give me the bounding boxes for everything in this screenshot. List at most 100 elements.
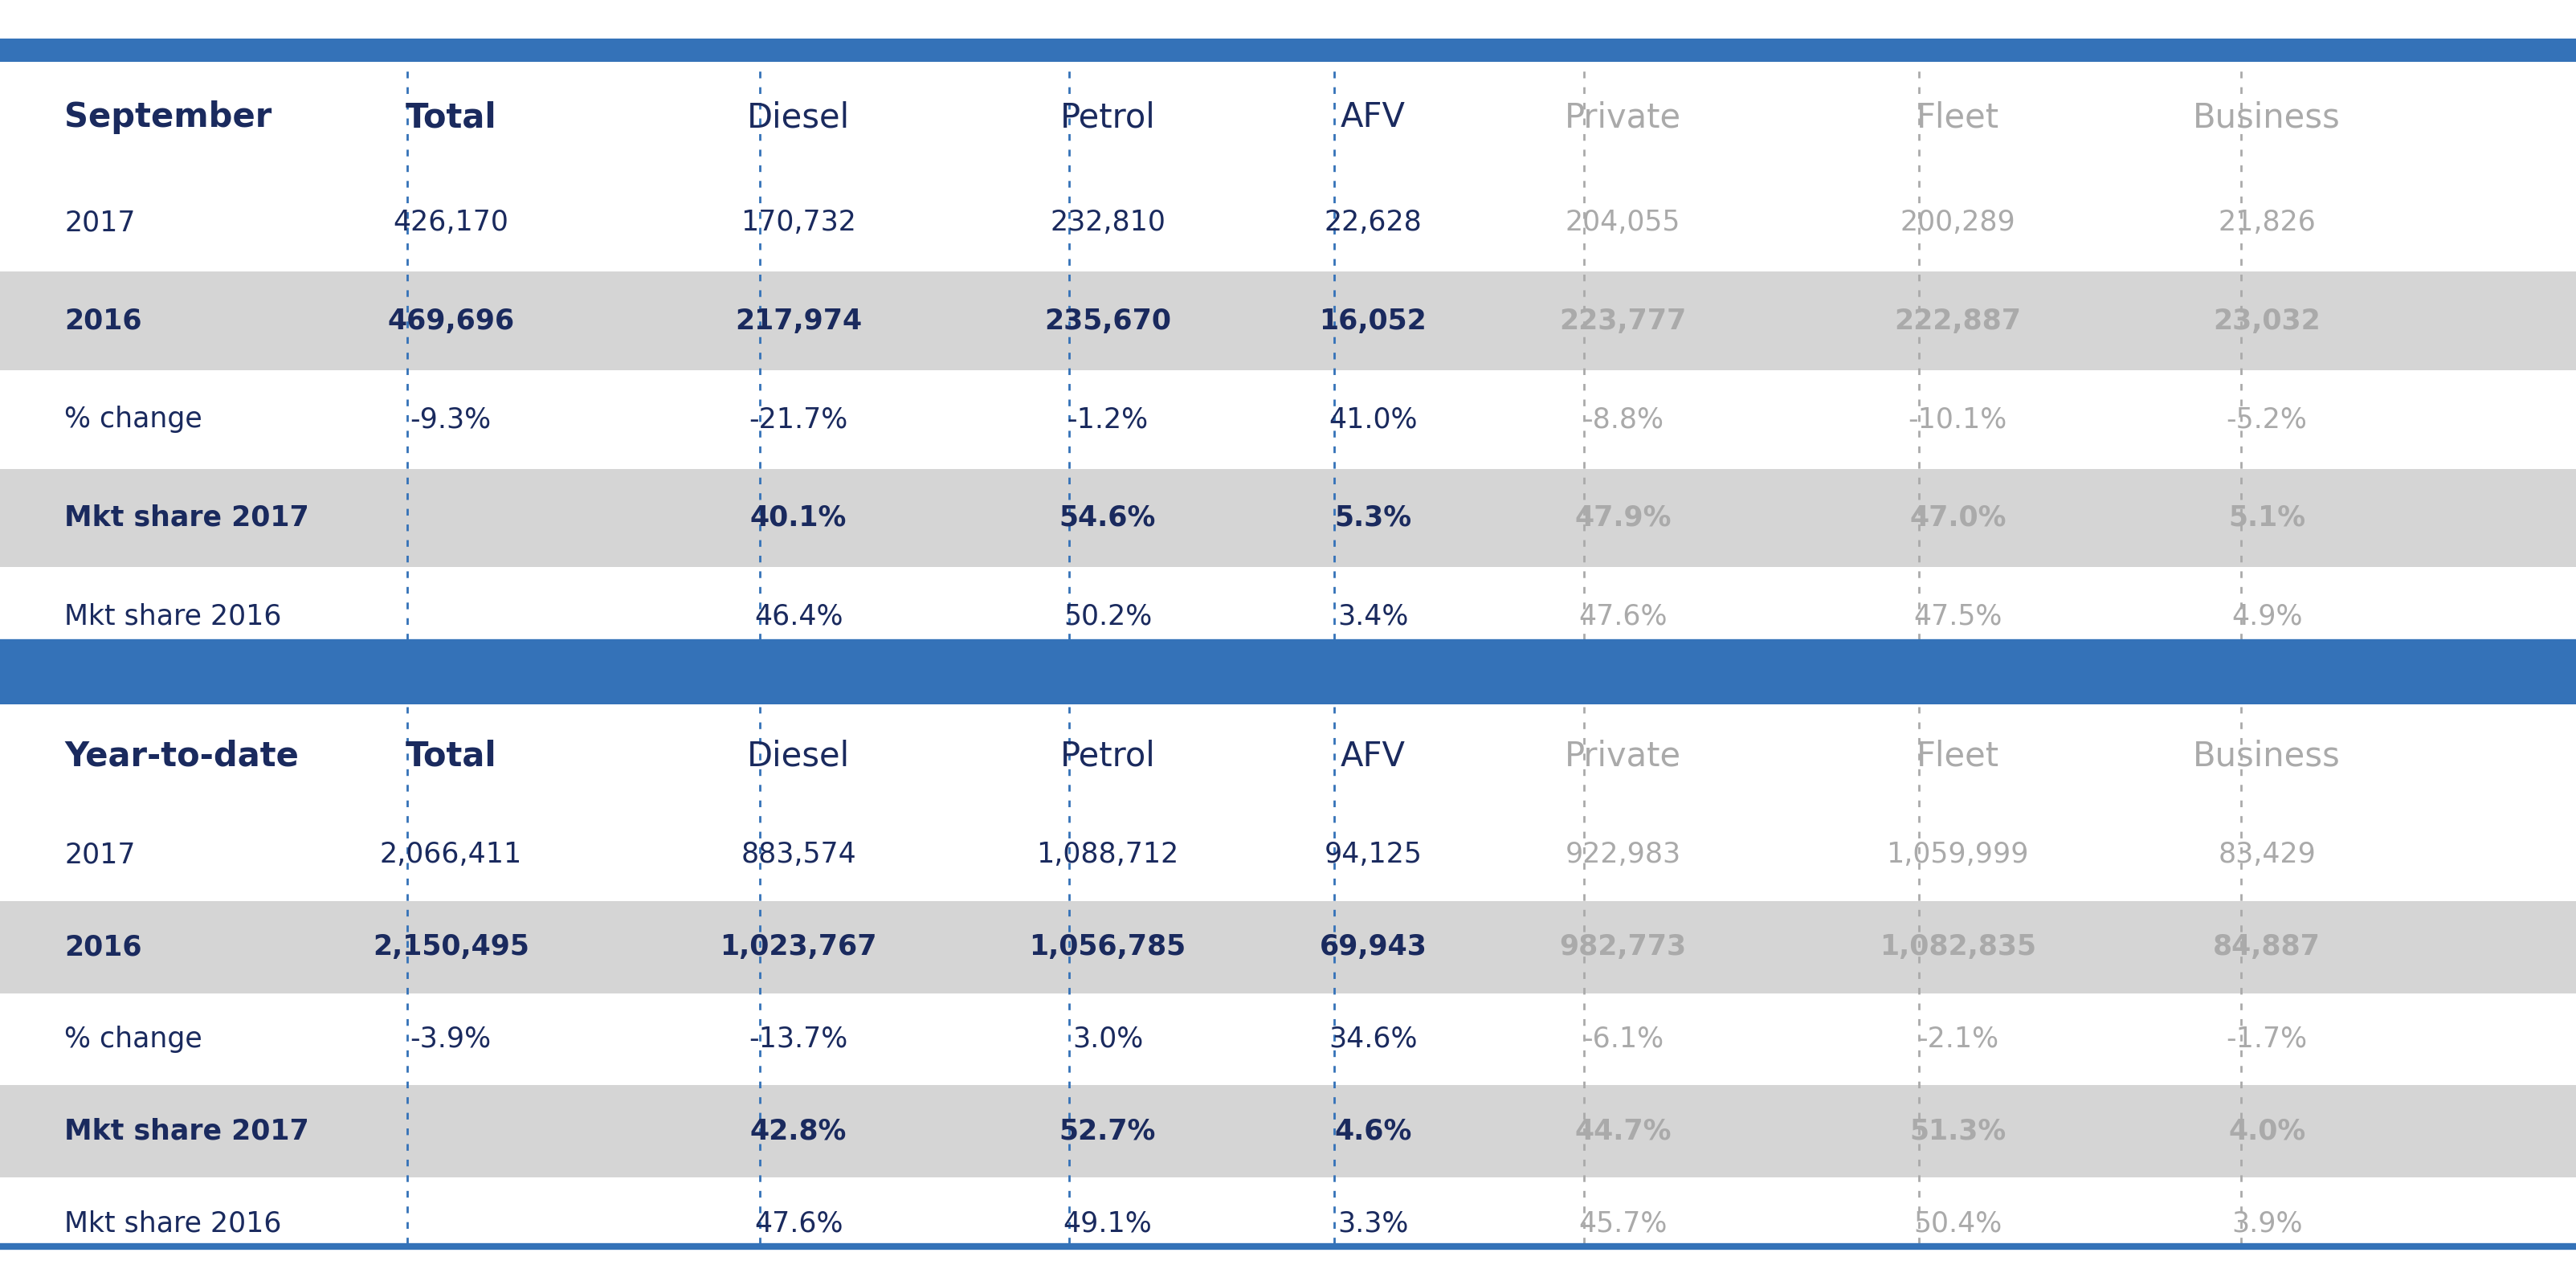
Text: 1,088,712: 1,088,712 [1036, 842, 1180, 869]
Text: 200,289: 200,289 [1901, 209, 2014, 236]
Text: 1,082,835: 1,082,835 [1880, 933, 2035, 961]
Text: 45.7%: 45.7% [1579, 1210, 1667, 1237]
Text: 469,696: 469,696 [386, 307, 515, 334]
Text: 232,810: 232,810 [1051, 209, 1164, 236]
Text: 2,066,411: 2,066,411 [379, 842, 523, 869]
Text: 16,052: 16,052 [1319, 307, 1427, 334]
Bar [0, 704, 2576, 808]
Text: 5.1%: 5.1% [2228, 504, 2306, 532]
Text: -2.1%: -2.1% [1917, 1025, 1999, 1052]
Text: Diesel: Diesel [747, 740, 850, 774]
Text: AFV: AFV [1340, 740, 1406, 774]
Text: 47.0%: 47.0% [1909, 504, 2007, 532]
Text: -9.3%: -9.3% [410, 406, 492, 433]
Text: -1.7%: -1.7% [2226, 1025, 2308, 1052]
Text: Fleet: Fleet [1917, 740, 1999, 774]
Text: Petrol: Petrol [1059, 100, 1157, 135]
Text: -21.7%: -21.7% [750, 406, 848, 433]
Text: 5.3%: 5.3% [1334, 504, 1412, 532]
Text: 44.7%: 44.7% [1574, 1118, 1672, 1145]
Bar [0, 681, 2576, 704]
Text: 23,032: 23,032 [2213, 307, 2321, 334]
Text: 41.0%: 41.0% [1329, 406, 1417, 433]
Text: 1,023,767: 1,023,767 [721, 933, 876, 961]
Text: 2017: 2017 [64, 842, 137, 869]
Text: 84,887: 84,887 [2213, 933, 2321, 961]
Text: 235,670: 235,670 [1043, 307, 1172, 334]
Text: 69,943: 69,943 [1319, 933, 1427, 961]
Text: 170,732: 170,732 [742, 209, 855, 236]
Text: 42.8%: 42.8% [750, 1118, 848, 1145]
Text: 204,055: 204,055 [1566, 209, 1680, 236]
Text: -1.2%: -1.2% [1066, 406, 1149, 433]
Bar [0, 173, 2576, 272]
Bar [0, 272, 2576, 370]
Text: Year-to-date: Year-to-date [64, 740, 299, 774]
Text: 3.0%: 3.0% [1072, 1025, 1144, 1052]
Text: September: September [64, 100, 273, 135]
Bar [0, 901, 2576, 993]
Bar [0, 1177, 2576, 1270]
Text: AFV: AFV [1340, 100, 1406, 135]
Text: 22,628: 22,628 [1324, 209, 1422, 236]
Bar [0, 1086, 2576, 1177]
Text: 1,059,999: 1,059,999 [1886, 842, 2030, 869]
Text: 47.6%: 47.6% [755, 1210, 842, 1237]
Text: Mkt share 2016: Mkt share 2016 [64, 1210, 281, 1237]
Text: Mkt share 2016: Mkt share 2016 [64, 603, 281, 630]
Bar [0, 567, 2576, 666]
Text: 223,777: 223,777 [1558, 307, 1687, 334]
Text: 3.3%: 3.3% [1337, 1210, 1409, 1237]
Bar [0, 993, 2576, 1086]
Text: 426,170: 426,170 [394, 209, 507, 236]
Text: 51.3%: 51.3% [1909, 1118, 2007, 1145]
Bar [0, 62, 2576, 173]
Text: 3.9%: 3.9% [2231, 1210, 2303, 1237]
Text: 47.6%: 47.6% [1579, 603, 1667, 630]
Text: 40.1%: 40.1% [750, 504, 848, 532]
Text: 4.6%: 4.6% [1334, 1118, 1412, 1145]
Text: % change: % change [64, 1025, 204, 1052]
Text: 4.0%: 4.0% [2228, 1118, 2306, 1145]
Text: 49.1%: 49.1% [1064, 1210, 1151, 1237]
Text: Mkt share 2017: Mkt share 2017 [64, 1118, 309, 1145]
Text: 883,574: 883,574 [742, 842, 855, 869]
Text: -5.2%: -5.2% [2226, 406, 2308, 433]
Text: 2016: 2016 [64, 933, 142, 961]
Text: 21,826: 21,826 [2218, 209, 2316, 236]
Text: 2016: 2016 [64, 307, 142, 334]
Text: 83,429: 83,429 [2218, 842, 2316, 869]
Text: 1,056,785: 1,056,785 [1030, 933, 1185, 961]
Text: -8.8%: -8.8% [1582, 406, 1664, 433]
Bar [0, 642, 2576, 681]
Bar [0, 39, 2576, 62]
Text: 50.2%: 50.2% [1064, 603, 1151, 630]
Text: 50.4%: 50.4% [1914, 1210, 2002, 1237]
Text: Total: Total [404, 740, 497, 774]
Text: -3.9%: -3.9% [410, 1025, 492, 1052]
Text: 922,983: 922,983 [1566, 842, 1680, 869]
Text: 54.6%: 54.6% [1059, 504, 1157, 532]
Text: 2,150,495: 2,150,495 [374, 933, 528, 961]
Bar [0, 370, 2576, 469]
Bar [0, 469, 2576, 567]
Text: 222,887: 222,887 [1893, 307, 2022, 334]
Text: Private: Private [1564, 740, 1682, 774]
Text: Total: Total [404, 100, 497, 135]
Text: 3.4%: 3.4% [1337, 603, 1409, 630]
Text: 46.4%: 46.4% [755, 603, 842, 630]
Text: Petrol: Petrol [1059, 740, 1157, 774]
Text: -10.1%: -10.1% [1909, 406, 2007, 433]
Text: 982,773: 982,773 [1558, 933, 1687, 961]
Text: -6.1%: -6.1% [1582, 1025, 1664, 1052]
Text: Business: Business [2192, 100, 2342, 135]
Text: 217,974: 217,974 [734, 307, 863, 334]
Text: Mkt share 2017: Mkt share 2017 [64, 504, 309, 532]
Text: 94,125: 94,125 [1324, 842, 1422, 869]
Text: Business: Business [2192, 740, 2342, 774]
Text: Diesel: Diesel [747, 100, 850, 135]
Text: Fleet: Fleet [1917, 100, 1999, 135]
Text: 34.6%: 34.6% [1329, 1025, 1417, 1052]
Text: -13.7%: -13.7% [750, 1025, 848, 1052]
Text: 4.9%: 4.9% [2231, 603, 2303, 630]
